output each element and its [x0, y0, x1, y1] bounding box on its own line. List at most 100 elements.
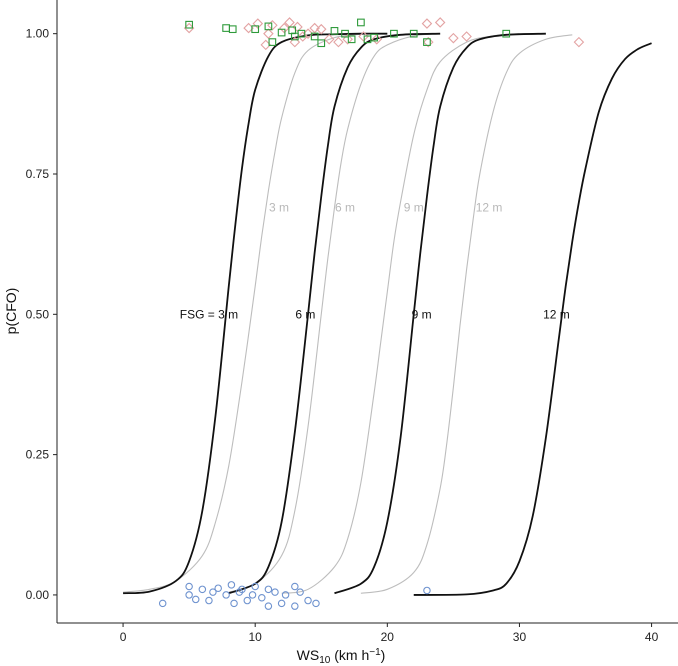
diamond-point: [292, 21, 303, 33]
square-point: [268, 38, 277, 46]
diamond-point: [297, 31, 309, 42]
y-tick-label: 0.75: [26, 167, 50, 181]
square-point: [347, 35, 356, 44]
curve-alt-12-m: [360, 34, 573, 594]
square-point: [370, 33, 378, 42]
square-point: [502, 29, 511, 38]
square-point: [264, 22, 273, 31]
diamond-point: [371, 34, 383, 45]
circle-point: [230, 599, 238, 608]
x-axis-title-unit: (km h: [330, 647, 369, 663]
circle-point: [291, 582, 299, 591]
circle-point: [238, 585, 246, 594]
curve-label-alt: 12 m: [476, 201, 503, 215]
square-point: [317, 39, 326, 48]
x-axis-title: WS10 (km h−1): [297, 647, 386, 666]
circle-point: [227, 581, 236, 589]
square-point: [185, 20, 193, 29]
circle-point: [277, 599, 286, 608]
y-ticks: 0.00 0.25 0.50 0.75 1.00: [26, 27, 57, 602]
x-tick-label: 40: [645, 630, 659, 644]
alt-curves: [123, 33, 573, 594]
diamond-point: [278, 22, 290, 34]
square-point: [341, 29, 349, 38]
circle-point: [251, 582, 259, 591]
diamond-point: [573, 36, 585, 48]
curve-alt-9-m: [281, 33, 520, 594]
circle-point: [158, 599, 167, 608]
circle-point: [423, 586, 431, 595]
circle-point: [209, 588, 217, 596]
circle-point: [191, 595, 200, 604]
x-tick-label: 10: [249, 630, 263, 644]
curve-main-12-m: [413, 42, 652, 596]
curve-label-main: 12 m: [543, 307, 570, 321]
y-tick-label: 0.25: [26, 448, 50, 462]
diamond-point: [448, 32, 459, 44]
y-tick-label: 1.00: [26, 27, 50, 41]
diamond-point: [289, 36, 301, 48]
square-point: [310, 32, 319, 41]
curve-label-main: 6 m: [295, 307, 315, 321]
diamond-point: [252, 18, 264, 29]
curve-alt-6-m: [228, 33, 441, 593]
curve-main-9-m: [334, 32, 546, 595]
circle-point: [312, 599, 320, 608]
circle-point: [271, 588, 279, 596]
x-ticks: 0 10 20 30 40: [120, 623, 659, 644]
curve-alt-3-m: [123, 33, 361, 593]
circle-point: [264, 585, 273, 594]
circle-point: [243, 596, 252, 605]
curve-main-fsg-3-m: [123, 32, 388, 595]
circle-point: [264, 602, 273, 610]
y-tick-label: 0.50: [26, 307, 50, 321]
x-axis-title-main: WS: [297, 647, 320, 663]
square-point: [277, 28, 286, 37]
circle-point: [222, 591, 230, 599]
diamond-point: [267, 19, 278, 31]
circle-point: [214, 584, 222, 592]
curve-label-alt: 6 m: [335, 201, 355, 215]
square-point: [423, 38, 431, 46]
square-point: [357, 18, 365, 27]
diamond-point: [315, 23, 327, 35]
square-point: [409, 29, 418, 38]
x-tick-label: 0: [120, 630, 127, 644]
diamond-point: [323, 34, 335, 45]
curve-label-alt: 3 m: [269, 201, 289, 215]
circle-point: [198, 585, 207, 594]
curve-label-main: 9 m: [412, 307, 432, 321]
x-tick-label: 20: [381, 630, 395, 644]
x-axis-title-superscript: −1: [369, 647, 381, 658]
curve-main-6-m: [228, 32, 441, 595]
square-point: [390, 29, 398, 38]
diamond-point: [333, 36, 344, 48]
x-tick-label: 30: [513, 630, 527, 644]
diamond-point: [461, 31, 472, 42]
circle-point: [291, 602, 299, 610]
curve-label-main: FSG = 3 m: [180, 307, 238, 321]
circle-point: [304, 596, 312, 605]
diamond-point: [263, 28, 274, 39]
plot-frame: [56, 0, 678, 624]
diamond-point: [358, 31, 369, 42]
circle-point: [248, 591, 257, 599]
square-point: [330, 27, 339, 35]
observation-points: [158, 17, 585, 610]
square-point: [251, 25, 260, 34]
x-axis-title-close: ): [381, 647, 386, 663]
diamond-point: [342, 34, 353, 45]
circle-point: [205, 596, 213, 605]
main-curves: [123, 32, 652, 596]
curve-labels: FSG = 3 m 6 m 9 m 12 m 3 m 6 m 9 m 12 m: [180, 201, 570, 322]
x-axis-title-subscript: 10: [319, 655, 331, 666]
square-point: [228, 25, 237, 34]
circle-point: [258, 593, 266, 602]
circle-point: [281, 591, 290, 599]
diamond-point: [423, 36, 434, 48]
diamond-point: [309, 22, 320, 34]
diamond-point: [434, 17, 446, 28]
curve-label-alt: 9 m: [404, 201, 424, 215]
y-tick-label: 0.00: [26, 588, 50, 602]
